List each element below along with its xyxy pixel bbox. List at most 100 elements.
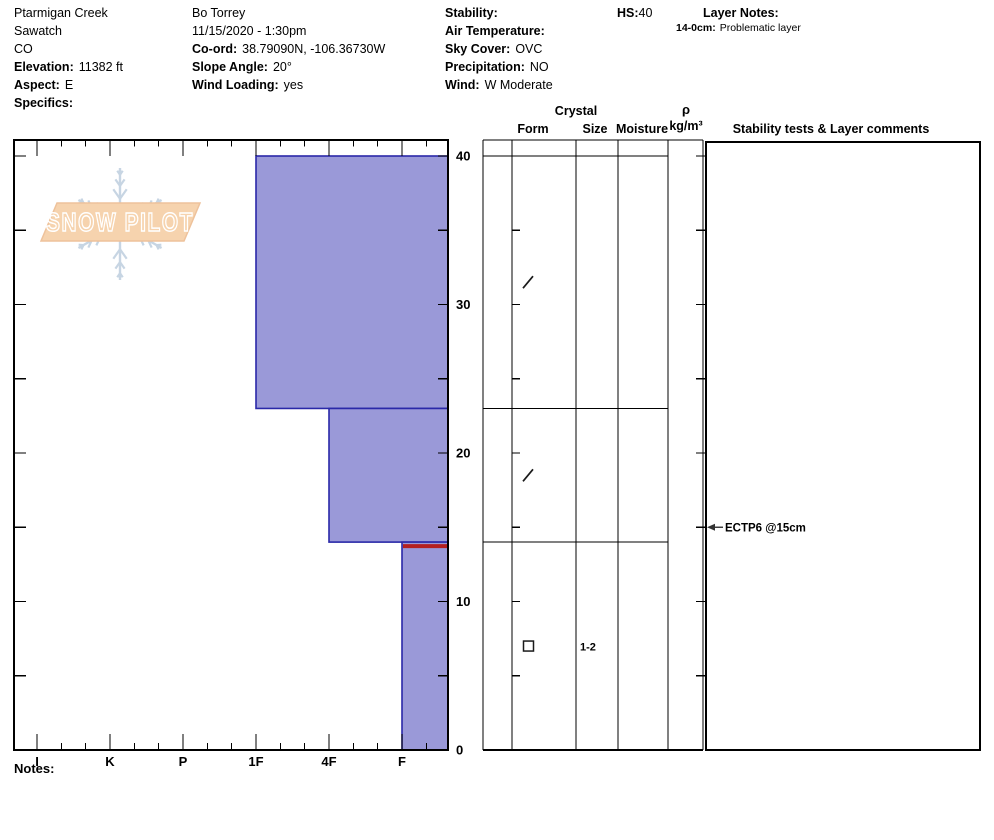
elevation-value: 11382 ft bbox=[78, 60, 124, 74]
depth-tick-label: 10 bbox=[456, 594, 470, 609]
elevation-label: Elevation: bbox=[14, 60, 74, 74]
stability-test-annotations: ECTP6 @15cm bbox=[707, 522, 806, 534]
stability-label: Stability: bbox=[445, 6, 498, 20]
moisture-header: Moisture bbox=[615, 122, 669, 136]
logo-text: SNOW PILOT bbox=[46, 207, 194, 237]
hardness-profile-chart: SNOW PILOT I K P 1F 4F F 40 30 20 10 0 1-2 ECTP6 @… bbox=[12, 138, 981, 770]
depth-tick-label: 40 bbox=[456, 149, 470, 164]
annotation-arrowhead bbox=[707, 523, 715, 531]
density-symbol-header: ρ bbox=[681, 102, 691, 117]
specifics-label: Specifics: bbox=[14, 96, 74, 110]
coordinates-row: Co-ord: 38.79090N, -106.36730W bbox=[192, 40, 385, 58]
site-name-text: Ptarmigan Creek bbox=[14, 6, 108, 20]
grain-form-slash-symbol bbox=[522, 275, 534, 289]
snowpilot-logo: SNOW PILOT bbox=[39, 168, 202, 280]
wind-value: W Moderate bbox=[484, 78, 553, 92]
snowflake-branch bbox=[119, 188, 128, 200]
depth-tick-label: 0 bbox=[456, 743, 463, 758]
snow-height-row: HS:40 bbox=[617, 4, 652, 22]
snowflake-branch bbox=[112, 188, 121, 200]
snowflake-branch bbox=[119, 170, 124, 176]
pit-datetime: 11/15/2020 - 1:30pm bbox=[192, 22, 385, 40]
snow-height-value: 40 bbox=[638, 6, 653, 20]
snowflake-branch bbox=[119, 248, 128, 260]
site-name: Ptarmigan Creek bbox=[14, 4, 123, 22]
hardness-tick-label: 4F bbox=[321, 754, 336, 769]
elevation-row: Elevation: 11382 ft bbox=[14, 58, 123, 76]
layer-bar bbox=[328, 407, 449, 543]
hardness-tick-label: K bbox=[105, 754, 115, 769]
wind-label: Wind: bbox=[445, 78, 480, 92]
header-location-column: Ptarmigan Creek Sawatch CO Elevation: 113… bbox=[14, 4, 123, 112]
stability-test-label: ECTP6 @15cm bbox=[725, 522, 806, 534]
sky-cover-row: Sky Cover: OVC bbox=[445, 40, 553, 58]
stability-row: Stability: bbox=[445, 4, 553, 22]
layer-note-text: Problematic layer bbox=[719, 22, 801, 34]
grain-form-slash-symbol bbox=[522, 468, 534, 482]
mountain-range-text: Sawatch bbox=[14, 24, 62, 38]
wind-loading-value: yes bbox=[283, 78, 304, 92]
slope-angle-label: Slope Angle: bbox=[192, 60, 268, 74]
precipitation-label: Precipitation: bbox=[445, 60, 525, 74]
layer-bar bbox=[255, 155, 449, 410]
observer-name-text: Bo Torrey bbox=[192, 6, 246, 20]
form-header: Form bbox=[517, 122, 549, 136]
wind-row: Wind: W Moderate bbox=[445, 76, 553, 94]
grain-form-symbols: 1-2 bbox=[522, 275, 596, 654]
layer-notes-heading: Layer Notes: bbox=[703, 6, 779, 20]
aspect-value: E bbox=[64, 78, 74, 92]
state-text: CO bbox=[14, 42, 33, 56]
layer-note-range: 14-0cm: bbox=[676, 22, 716, 34]
aspect-row: Aspect: E bbox=[14, 76, 123, 94]
comments-box-border bbox=[705, 141, 981, 751]
precipitation-row: Precipitation: NO bbox=[445, 58, 553, 76]
axis-labels: I K P 1F 4F F 40 30 20 10 0 bbox=[35, 149, 470, 770]
snowflake-branch bbox=[80, 198, 85, 204]
snowflake-branch bbox=[155, 244, 160, 250]
depth-tick-label: 20 bbox=[456, 446, 470, 461]
pit-datetime-text: 11/15/2020 - 1:30pm bbox=[192, 24, 307, 38]
size-header: Size bbox=[582, 122, 608, 136]
crystal-header: Crystal bbox=[554, 104, 598, 118]
wind-loading-row: Wind Loading: yes bbox=[192, 76, 385, 94]
snowflake-branch bbox=[119, 261, 126, 270]
hardness-tick-label: 1F bbox=[248, 754, 263, 769]
slope-angle-row: Slope Angle: 20° bbox=[192, 58, 385, 76]
stability-tests-header: Stability tests & Layer comments bbox=[732, 122, 930, 136]
slope-angle-value: 20° bbox=[272, 60, 292, 74]
notes-label: Notes: bbox=[14, 761, 55, 776]
mountain-range: Sawatch bbox=[14, 22, 123, 40]
hardness-tick-label: I bbox=[35, 754, 39, 769]
sky-cover-label: Sky Cover: bbox=[445, 42, 511, 56]
grain-size-value: 1-2 bbox=[580, 642, 596, 654]
grain-form-square-symbol bbox=[522, 640, 535, 652]
snowflake-branch bbox=[114, 178, 121, 187]
sky-cover-value: OVC bbox=[515, 42, 543, 56]
hardness-tick-label: F bbox=[398, 754, 406, 769]
snowflake-branch bbox=[114, 261, 121, 270]
air-temp-label: Air Temperature: bbox=[445, 24, 545, 38]
density-unit-header: kg/m³ bbox=[669, 119, 703, 133]
hardness-tick-label: P bbox=[179, 754, 188, 769]
layer-note: 14-0cm: Problematic layer bbox=[676, 22, 801, 34]
air-temp-row: Air Temperature: bbox=[445, 22, 553, 40]
observer-name: Bo Torrey bbox=[192, 4, 385, 22]
snowflake-branch bbox=[116, 272, 121, 278]
layer-bar bbox=[401, 541, 449, 751]
snow-layers bbox=[255, 155, 449, 751]
wind-loading-label: Wind Loading: bbox=[192, 78, 279, 92]
logo-banner bbox=[39, 202, 202, 242]
depth-tick-label: 30 bbox=[456, 297, 470, 312]
snowflake-branch bbox=[119, 178, 126, 187]
coordinates-label: Co-ord: bbox=[192, 42, 238, 56]
snowflake-branch bbox=[112, 248, 121, 260]
header-conditions-column: Stability: Air Temperature: Sky Cover: OV… bbox=[445, 4, 553, 94]
specifics-row: Specifics: bbox=[14, 94, 123, 112]
coordinates-value: 38.79090N, -106.36730W bbox=[242, 42, 386, 56]
chart-border bbox=[12, 138, 450, 752]
aspect-label: Aspect: bbox=[14, 78, 60, 92]
state: CO bbox=[14, 40, 123, 58]
precipitation-value: NO bbox=[529, 60, 549, 74]
chart-grid bbox=[12, 138, 981, 752]
